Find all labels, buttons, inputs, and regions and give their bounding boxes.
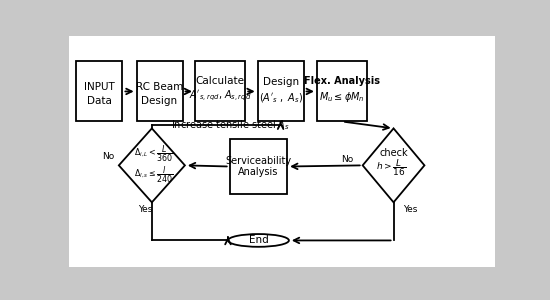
Text: Yes: Yes xyxy=(403,205,418,214)
Text: Yes: Yes xyxy=(138,205,153,214)
Text: Serviceability: Serviceability xyxy=(226,156,292,166)
Bar xyxy=(195,61,245,122)
Text: End: End xyxy=(249,236,268,245)
Text: check: check xyxy=(379,148,408,158)
Text: Analysis: Analysis xyxy=(238,167,279,177)
Text: INPUT: INPUT xyxy=(84,82,115,92)
Text: $A'_{s,rqd}$, $A_{s,rqd}$: $A'_{s,rqd}$, $A_{s,rqd}$ xyxy=(189,89,251,103)
Text: Design: Design xyxy=(141,96,178,106)
Text: Design: Design xyxy=(262,77,299,87)
Text: $\Delta_{i,L}<\dfrac{L}{360}$: $\Delta_{i,L}<\dfrac{L}{360}$ xyxy=(134,144,174,164)
Bar xyxy=(136,61,183,122)
Text: $M_u \leq \phi M_n$: $M_u \leq \phi M_n$ xyxy=(319,90,365,104)
Text: Data: Data xyxy=(87,96,112,106)
Ellipse shape xyxy=(228,234,289,247)
Text: Increase tensile steel $A_s$: Increase tensile steel $A_s$ xyxy=(171,118,290,132)
Bar xyxy=(230,139,287,194)
Bar xyxy=(317,61,367,122)
Text: Flex. Analysis: Flex. Analysis xyxy=(304,76,380,86)
Text: $h>\dfrac{L}{16}$: $h>\dfrac{L}{16}$ xyxy=(376,157,406,178)
Polygon shape xyxy=(119,128,185,202)
Text: No: No xyxy=(102,152,114,160)
Text: Calculate: Calculate xyxy=(196,76,245,86)
Bar xyxy=(76,61,123,122)
Text: No: No xyxy=(342,155,354,164)
Polygon shape xyxy=(362,128,425,202)
Bar xyxy=(257,61,304,122)
Text: RC Beam: RC Beam xyxy=(136,82,183,92)
Text: $\Delta_{l,s}\leq\dfrac{l}{240}$: $\Delta_{l,s}\leq\dfrac{l}{240}$ xyxy=(134,164,174,185)
Text: $(A'_s\ ,\ A_s)$: $(A'_s\ ,\ A_s)$ xyxy=(258,92,303,105)
